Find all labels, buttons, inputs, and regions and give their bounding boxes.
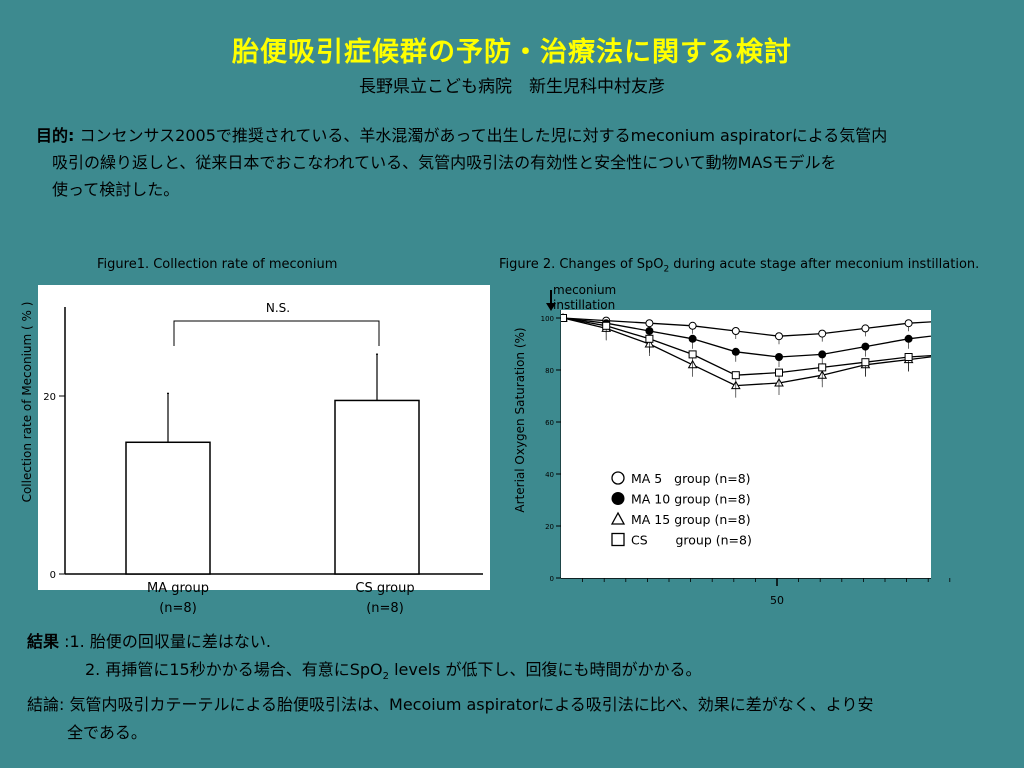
results-line-2: 2. 再挿管に15秒かかる場合、有意にSpO2 levels が低下し、回復にも…: [27, 656, 1017, 691]
figure2-point-square: [731, 371, 740, 380]
figure2-annotation: meconium instillation: [553, 283, 616, 313]
annotation-line-1: meconium: [553, 283, 617, 297]
annotation-line-2: instillation: [553, 298, 616, 312]
legend-filled-circle-icon: [611, 492, 625, 505]
figure2-point-filled-circle: [775, 353, 783, 361]
legend-label: MA 15 group (n=8): [631, 512, 751, 527]
figure2-point-filled-circle: [645, 327, 654, 335]
legend-open-circle-icon: [611, 471, 625, 485]
figure2-point-square: [688, 350, 697, 359]
results-text-2-sub: 2: [382, 671, 389, 683]
purpose-line-2: 吸引の繰り返しと、従来日本でおこなわれている、気管内吸引法の有効性と安全性につい…: [52, 153, 837, 172]
figure2-ylabel: Arterial Oxygen Saturation (%): [513, 327, 527, 512]
figure2-point-square: [602, 321, 611, 330]
legend-label: MA 5 group (n=8): [631, 471, 751, 486]
results-text-2-post: levels が低下し、回復にも時間がかかる。: [389, 660, 702, 679]
figure1-bar: [125, 441, 211, 575]
results-section: 結果 :1. 胎便の回収量に差はない. 2. 再挿管に15秒かかる場合、有意にS…: [27, 628, 1017, 747]
figure1-ylabel-text: Collection rate of Meconium ( % ): [20, 302, 34, 503]
figure2-caption: Figure 2. Changes of SpO2 during acute s…: [499, 257, 979, 275]
figure2-y-tick-label: 0: [550, 575, 554, 583]
figure2-point-open-circle: [861, 324, 870, 333]
purpose-line-3: 使って検討した。: [52, 180, 180, 199]
conclusion-label: 結論:: [27, 695, 65, 715]
figure1-ylabel: Collection rate of Meconium ( % ): [20, 302, 34, 503]
figure1-significance-label: N.S.: [266, 301, 290, 315]
figure2-chart-panel: MA 5 group (n=8) MA 10 group (n=8) MA 15 g…: [558, 310, 1024, 578]
figure2-caption-post: during acute stage after meconium instil…: [669, 257, 980, 272]
results-text-2-pre: 2. 再挿管に15秒かかる場合、有意にSpO: [85, 660, 383, 679]
figure2-point-open-circle: [775, 332, 783, 341]
figure2-point-filled-circle: [861, 342, 870, 351]
legend-label: CS group (n=8): [631, 533, 752, 548]
results-label: 結果: [27, 632, 60, 651]
purpose-text-1: コンセンサス2005で推奨されている、羊水混濁があって出生した児に対するmeco…: [74, 126, 888, 145]
figure2-point-filled-circle: [688, 334, 697, 343]
figure2-caption-sub: 2: [663, 264, 670, 275]
cs-group-n: (n=8): [366, 601, 404, 616]
figure2-ylabel-text: Arterial Oxygen Saturation (%): [513, 327, 527, 512]
figure2-caption-pre: Figure 2. Changes of SpO: [499, 257, 664, 272]
figure1-bar: [334, 399, 420, 575]
figure2-point-square: [645, 334, 654, 343]
purpose-line-1: 目的: コンセンサス2005で推奨されている、羊水混濁があって出生した児に対する…: [36, 122, 996, 149]
conclusion-text-1: 気管内吸引カテーテルによる胎便吸引法は、Mecoium aspiratorによる…: [64, 695, 874, 715]
instillation-arrow-icon: [546, 290, 556, 311]
figure2-chart: MA 5 group (n=8) MA 10 group (n=8) MA 15 g…: [558, 312, 1024, 548]
figure2-point-square: [904, 353, 913, 361]
figure2-series-line: [562, 317, 1024, 337]
purpose-section: 目的: コンセンサス2005で推奨されている、羊水混濁があって出生した児に対する…: [36, 122, 996, 203]
figure2-y-tick-label: 60: [545, 419, 554, 427]
figure2-point-square: [818, 363, 827, 372]
figure1-group-label-cs: CS group (n=8): [325, 579, 445, 619]
results-text-1: :1. 胎便の回収量に差はない.: [59, 632, 271, 651]
ma-group-label: MA group: [147, 581, 209, 596]
figure2-point-filled-circle: [818, 350, 827, 359]
legend-square-icon: [611, 532, 625, 547]
figure2-y-tick-label: 80: [545, 367, 554, 375]
figure2-y-tick-label: 20: [545, 523, 554, 531]
figure2-point-square: [861, 358, 870, 367]
figure2-point-filled-circle: [904, 334, 913, 343]
figure1-chart-panel: 0 20 N.S.: [38, 285, 490, 590]
cs-group-label: CS group: [355, 581, 415, 596]
figure2-y-tick-label: 40: [545, 471, 554, 479]
figure2-point-open-circle: [731, 327, 740, 335]
figure2-y-tick-label: 100: [541, 315, 554, 323]
figure2-point-open-circle: [904, 319, 913, 328]
figure2-series-line: [562, 317, 1024, 387]
figure1-caption: Figure1. Collection rate of meconium: [97, 257, 338, 272]
legend-triangle-icon: [610, 511, 626, 525]
results-line-1: 結果 :1. 胎便の回収量に差はない.: [27, 628, 1017, 656]
figure2-point-square: [559, 314, 567, 322]
legend-label: MA 10 group (n=8): [631, 492, 751, 507]
purpose-label: 目的:: [36, 126, 75, 145]
ma-group-n: (n=8): [159, 601, 197, 616]
page-title: 胎便吸引症候群の予防・治療法に関する検討: [232, 37, 792, 68]
figure1-y-tick-label: 20: [43, 392, 56, 403]
figure2-series-line: [562, 317, 1024, 358]
figure2-x-tick-label: 50: [770, 594, 784, 607]
figure2-point-open-circle: [645, 319, 654, 328]
figure2-point-square: [775, 368, 783, 377]
conclusion-line-1: 結論: 気管内吸引カテーテルによる胎便吸引法は、Mecoium aspirato…: [27, 691, 1017, 719]
figure2-point-filled-circle: [731, 347, 740, 356]
figure1-group-label-ma: MA group (n=8): [118, 579, 238, 619]
figure2-point-open-circle: [688, 321, 697, 330]
conclusion-line-2: 全である。: [67, 723, 147, 743]
figure1-y-tick-label: 0: [50, 570, 56, 581]
figure1-significance-bracket: [173, 320, 380, 346]
author-affiliation: 長野県立こども病院 新生児科中村友彦: [359, 77, 665, 97]
figure1-chart: 0 20 N.S.: [43, 301, 483, 581]
figure2-point-open-circle: [818, 329, 827, 338]
